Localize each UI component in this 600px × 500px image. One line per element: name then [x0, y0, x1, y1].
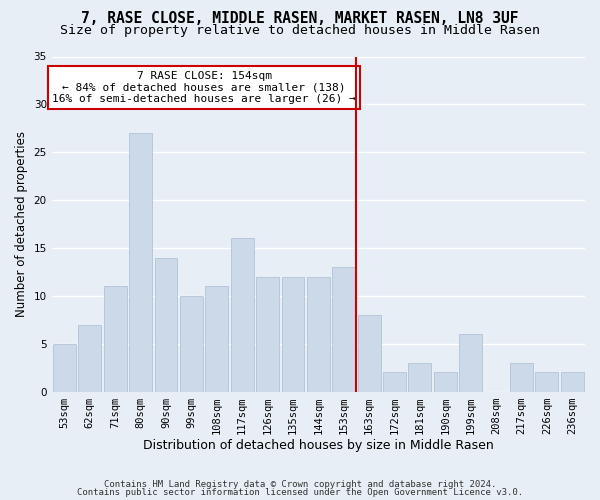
Bar: [561, 372, 584, 392]
Text: 7, RASE CLOSE, MIDDLE RASEN, MARKET RASEN, LN8 3UF: 7, RASE CLOSE, MIDDLE RASEN, MARKET RASE…: [81, 11, 519, 26]
Bar: [409, 363, 431, 392]
Y-axis label: Number of detached properties: Number of detached properties: [15, 131, 28, 317]
Bar: [104, 286, 127, 392]
Text: Contains public sector information licensed under the Open Government Licence v3: Contains public sector information licen…: [77, 488, 523, 497]
Bar: [129, 133, 152, 392]
Bar: [205, 286, 228, 392]
Bar: [231, 238, 254, 392]
Text: Size of property relative to detached houses in Middle Rasen: Size of property relative to detached ho…: [60, 24, 540, 37]
Bar: [155, 258, 178, 392]
Text: Contains HM Land Registry data © Crown copyright and database right 2024.: Contains HM Land Registry data © Crown c…: [104, 480, 496, 489]
Bar: [180, 296, 203, 392]
Bar: [434, 372, 457, 392]
Bar: [256, 276, 279, 392]
Bar: [510, 363, 533, 392]
Bar: [358, 315, 380, 392]
Bar: [535, 372, 559, 392]
Bar: [332, 267, 355, 392]
Text: 7 RASE CLOSE: 154sqm
← 84% of detached houses are smaller (138)
16% of semi-deta: 7 RASE CLOSE: 154sqm ← 84% of detached h…: [52, 71, 356, 104]
Bar: [459, 334, 482, 392]
X-axis label: Distribution of detached houses by size in Middle Rasen: Distribution of detached houses by size …: [143, 440, 494, 452]
Bar: [383, 372, 406, 392]
Bar: [53, 344, 76, 392]
Bar: [281, 276, 304, 392]
Bar: [79, 324, 101, 392]
Bar: [307, 276, 330, 392]
